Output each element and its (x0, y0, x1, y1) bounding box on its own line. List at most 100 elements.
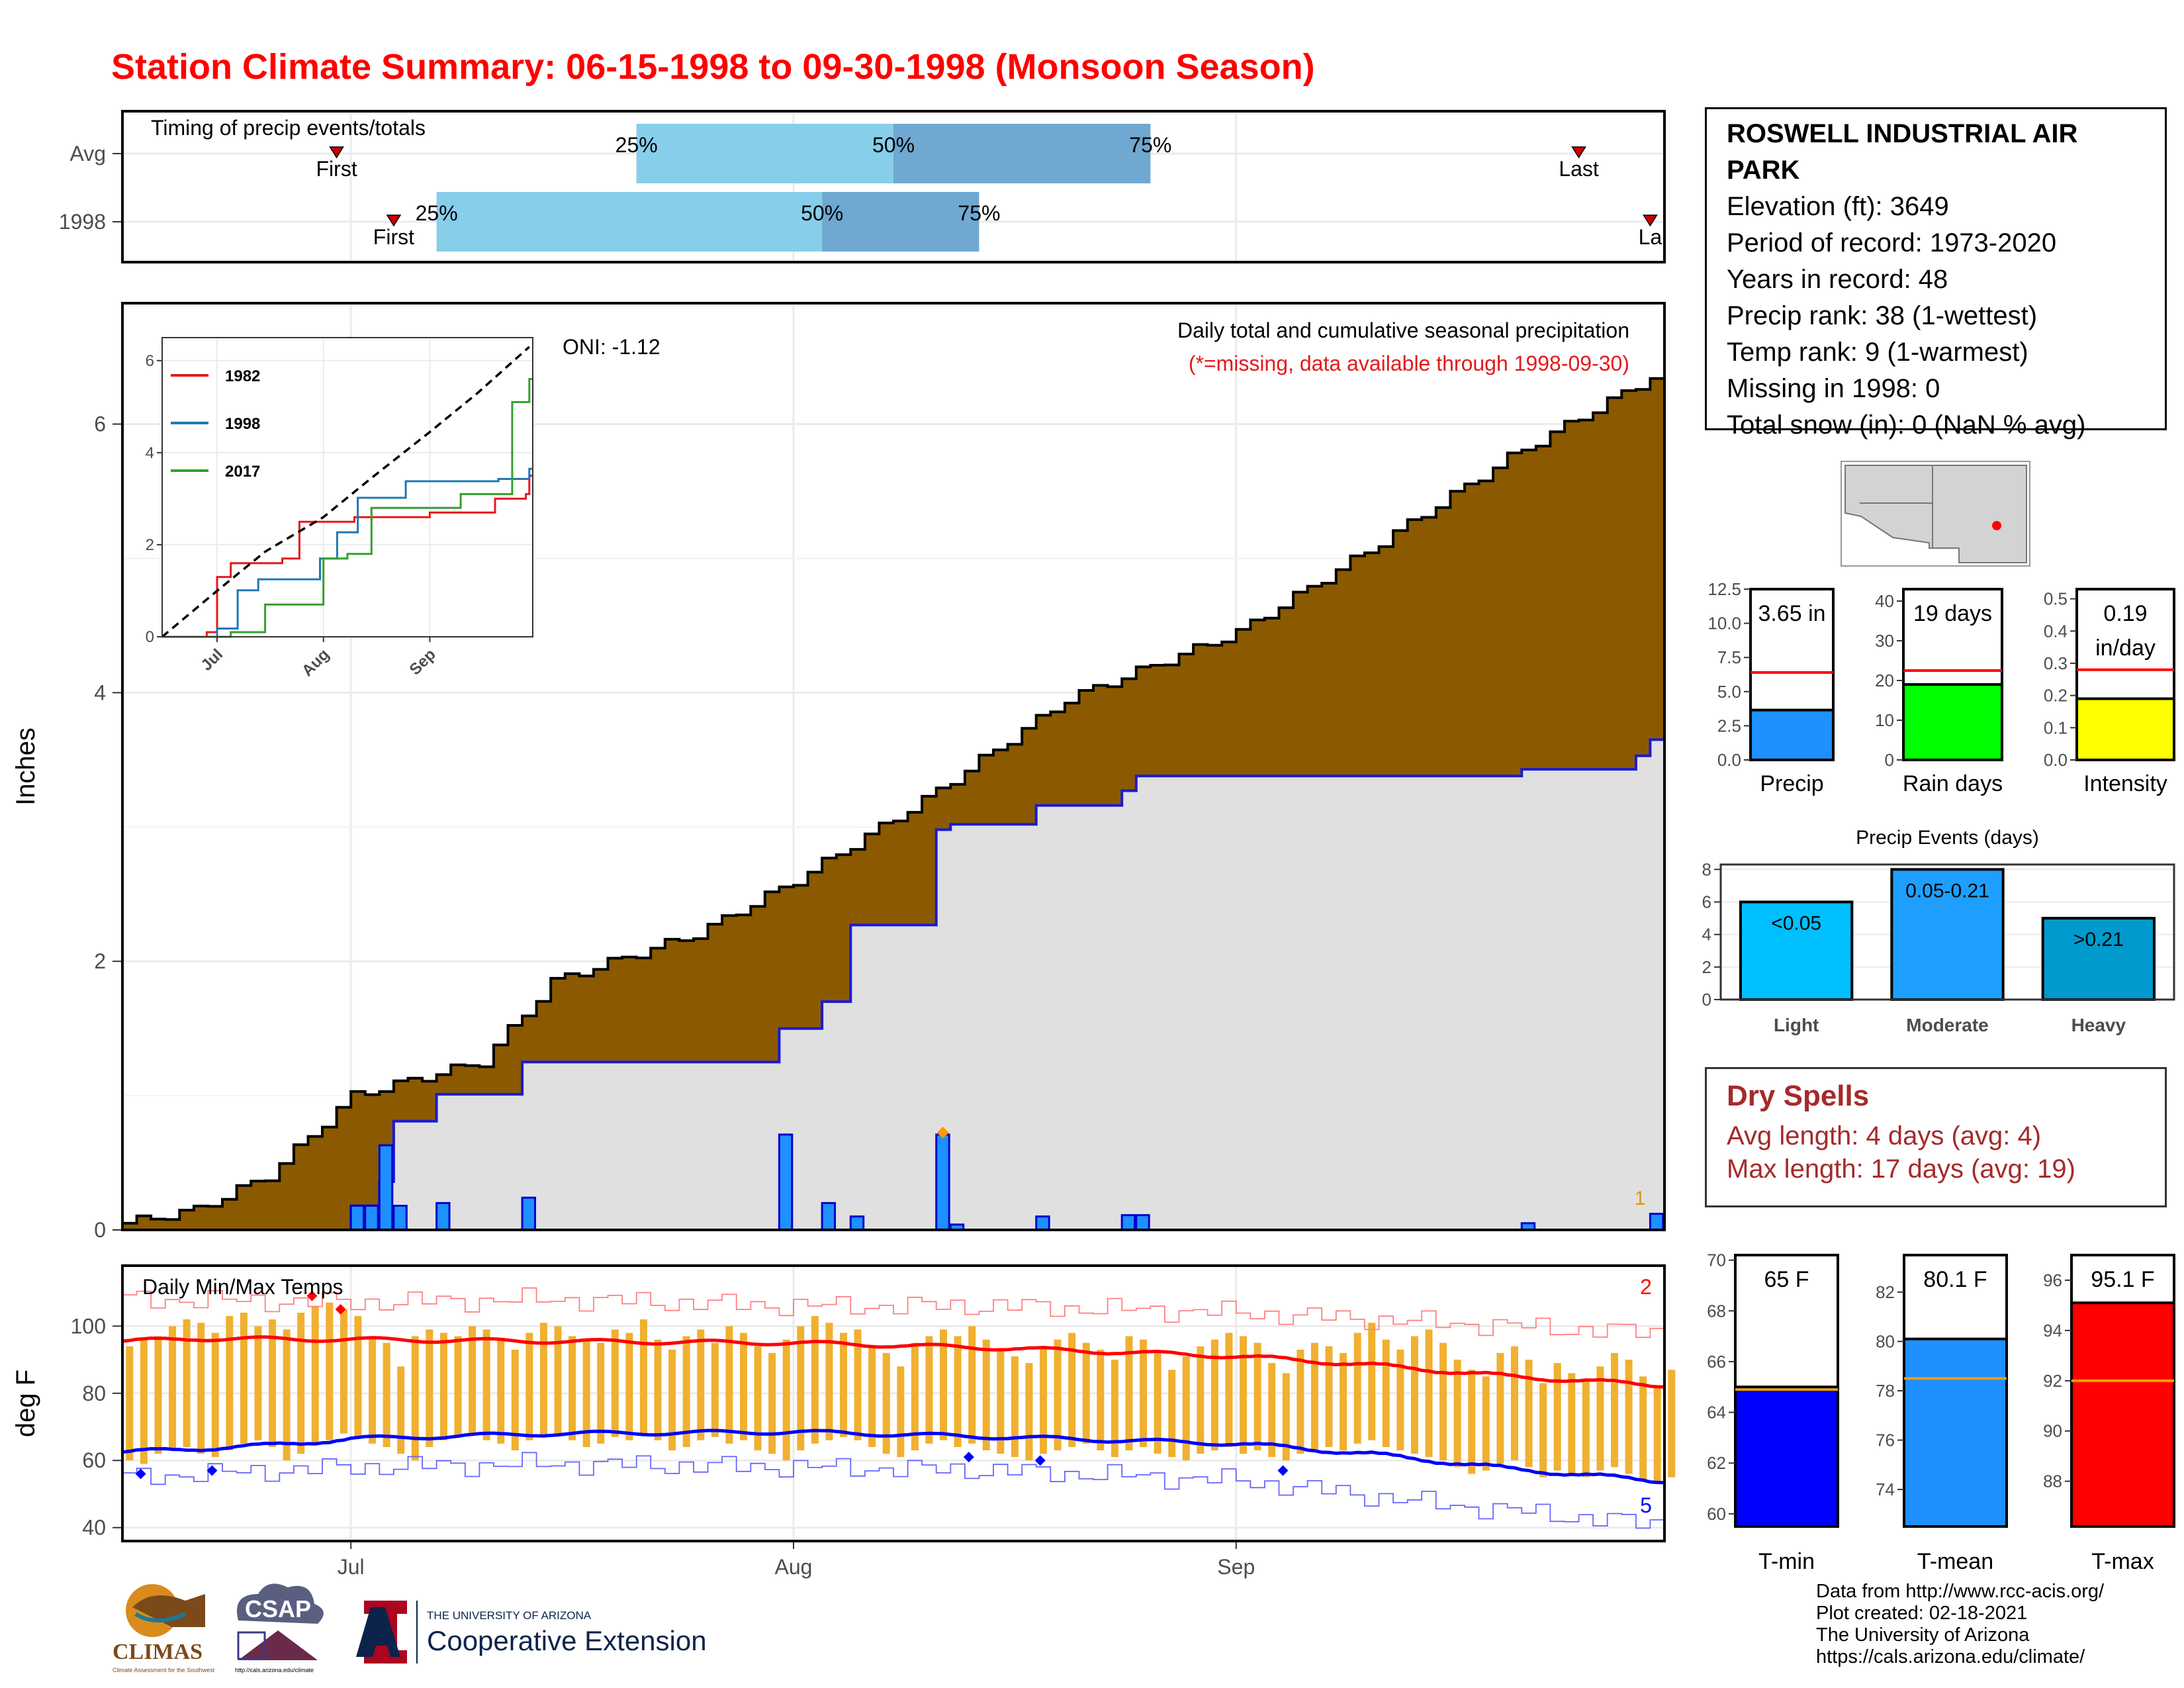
avg-cumulative-outline (122, 377, 1664, 1225)
timing-bar-q50-q75 (822, 192, 979, 252)
timing-first-label: First (373, 225, 414, 249)
avg-tmin-line (122, 1429, 1665, 1485)
precip-panel-border (121, 302, 1666, 1231)
record-min-marker (1277, 1465, 1289, 1476)
summary-intensity-y-tick-label: 0.4 (2044, 621, 2068, 641)
summary-intensity-y-tick-label: 0.1 (2044, 718, 2068, 737)
record-max-count: 2 (1640, 1275, 1652, 1299)
precip-events-y-tick-label: 0 (1702, 990, 1711, 1009)
station-years: Years in record: 48 (1727, 265, 1948, 294)
summary-precip-y-tick-label: 0.0 (1717, 750, 1741, 770)
timing-bar-q25-q50 (436, 192, 823, 252)
dry-spells-title: Dry Spells (1727, 1080, 1870, 1112)
temp-mean-y-tick-label: 76 (1876, 1430, 1895, 1450)
precip-events-y-tick-label: 6 (1702, 892, 1711, 912)
inset-legend-label: 1982 (225, 367, 260, 385)
daily-precip-bar (1120, 1214, 1136, 1231)
temps-x-tick-label: Aug (775, 1555, 813, 1579)
temps-y-tick-label: 100 (71, 1314, 106, 1338)
daily-precip-bar (1035, 1215, 1050, 1231)
timing-label-50: 50% (872, 133, 915, 157)
daily-precip-bar (364, 1204, 379, 1231)
station-snow: Total snow (in): 0 (NaN % avg) (1727, 410, 2086, 440)
season-cumulative-area (122, 739, 1664, 1230)
precip-events-category: Light (1774, 1015, 1819, 1035)
daily-precip-bar (521, 1196, 536, 1231)
credit-data-source: Data from http://www.rcc-acis.org/ (1816, 1581, 2105, 1602)
precip-events-category: Heavy (2071, 1015, 2126, 1035)
summary-intensity-value-label: in/day (2095, 635, 2156, 661)
temp-max-y-tick-label: 90 (2043, 1421, 2062, 1441)
temp-min-y-tick-label: 62 (1707, 1453, 1726, 1473)
precip-events-y-tick-label: 8 (1702, 859, 1711, 879)
precip-events-title: Precip Events (days) (1856, 827, 2039, 849)
temp-min-category-label: T-min (1758, 1549, 1815, 1574)
precip-events-category: Moderate (1906, 1015, 1988, 1035)
daily-precip-bar (1649, 1213, 1664, 1231)
precip-y-tick-label: 2 (94, 949, 106, 973)
precip-events-bar-label: >0.21 (2073, 929, 2124, 951)
summary-precip-y-tick-label: 12.5 (1707, 579, 1741, 599)
precip-y-tick-label: 0 (94, 1218, 106, 1242)
credit-url: https://cals.arizona.edu/climate/ (1816, 1646, 2085, 1667)
temp-max-y-tick-label: 94 (2043, 1321, 2062, 1340)
temps-y-axis-label: deg F (11, 1370, 40, 1437)
inset-y-tick-label: 6 (146, 352, 154, 370)
precip-marker (936, 1126, 949, 1139)
temps-x-tick-label: Sep (1217, 1555, 1255, 1579)
daily-precip-bar (1135, 1214, 1150, 1231)
summary-raindays-y-tick-label: 40 (1875, 591, 1894, 611)
timing-first-label: First (316, 157, 357, 181)
page-title: Station Climate Summary: 06-15-1998 to 0… (111, 47, 1315, 87)
timing-label-25: 25% (416, 201, 458, 225)
summary-intensity-value-bar (2075, 697, 2175, 761)
station-period: Period of record: 1973-2020 (1727, 228, 2057, 258)
inset-legend-label: 2017 (225, 463, 260, 481)
temp-min-y-tick-label: 66 (1707, 1352, 1726, 1372)
precip-events-bar-label: 0.05-0.21 (1905, 880, 1989, 902)
ua-logo: THE UNIVERSITY OF ARIZONA Cooperative Ex… (356, 1601, 707, 1664)
temp-max-y-tick-label: 92 (2043, 1371, 2062, 1391)
daily-precip-bar (849, 1215, 865, 1231)
summary-intensity-value-label: 0.19 (2103, 601, 2147, 626)
station-name: ROSWELL INDUSTRIAL AIR PARK (1727, 119, 2078, 185)
temp-mean-y-tick-label: 82 (1876, 1282, 1895, 1302)
timing-bar-q25-q50 (636, 124, 893, 183)
daily-precip-bar (821, 1201, 837, 1231)
station-temp-rank: Temp rank: 9 (1-warmest) (1727, 338, 2028, 367)
temp-max-category-label: T-max (2091, 1549, 2154, 1574)
inset-avg-line (161, 346, 530, 638)
climas-logo-text: CLIMAS (113, 1640, 203, 1664)
temp-max-y-tick-label: 88 (2043, 1472, 2062, 1491)
climas-logo-subtext: Climate Assessment for the Southwest (113, 1667, 215, 1673)
timing-title: Timing of precip events/totals (151, 116, 426, 140)
precip-events-border (1719, 863, 2175, 1001)
precip-y-tick-label: 4 (94, 680, 106, 704)
dry-spells-max: Max length: 17 days (avg: 19) (1727, 1154, 2075, 1184)
summary-precip-y-tick-label: 7.5 (1717, 647, 1741, 667)
dry-spells-box: Dry Spells Avg length: 4 days (avg: 4) M… (1705, 1067, 2167, 1207)
timing-last-label: Last (1559, 157, 1599, 181)
oni-label: ONI: -1.12 (563, 335, 660, 359)
temp-max-value-bar (2070, 1301, 2175, 1528)
timing-label-25: 25% (615, 133, 658, 157)
csap-logo: CSAP http://cals.arizona.edu/climate (235, 1583, 324, 1673)
temp-min-y-tick-label: 68 (1707, 1301, 1726, 1321)
temp-min-y-tick-label: 64 (1707, 1403, 1726, 1423)
credit-university: The University of Arizona (1816, 1624, 2030, 1646)
record-min-marker (135, 1468, 146, 1479)
station-precip-rank: Precip rank: 38 (1-wettest) (1727, 301, 2038, 330)
inset-series-line (162, 475, 533, 638)
timing-row-label: 1998 (59, 210, 106, 234)
dry-spells-avg: Avg length: 4 days (avg: 4) (1727, 1121, 2042, 1150)
record-min-line (122, 1452, 1664, 1529)
temp-min-y-tick-label: 70 (1707, 1250, 1726, 1270)
location-map-station-dot (1992, 521, 2001, 530)
summary-raindays-y-tick-label: 0 (1885, 750, 1894, 770)
inset-legend-label: 1998 (225, 415, 260, 433)
avg-tmax-line (122, 1335, 1665, 1389)
credit-plot-created: Plot created: 02-18-2021 (1816, 1603, 2028, 1624)
timing-event-marker (1571, 146, 1586, 159)
inset-series-line (162, 378, 533, 638)
